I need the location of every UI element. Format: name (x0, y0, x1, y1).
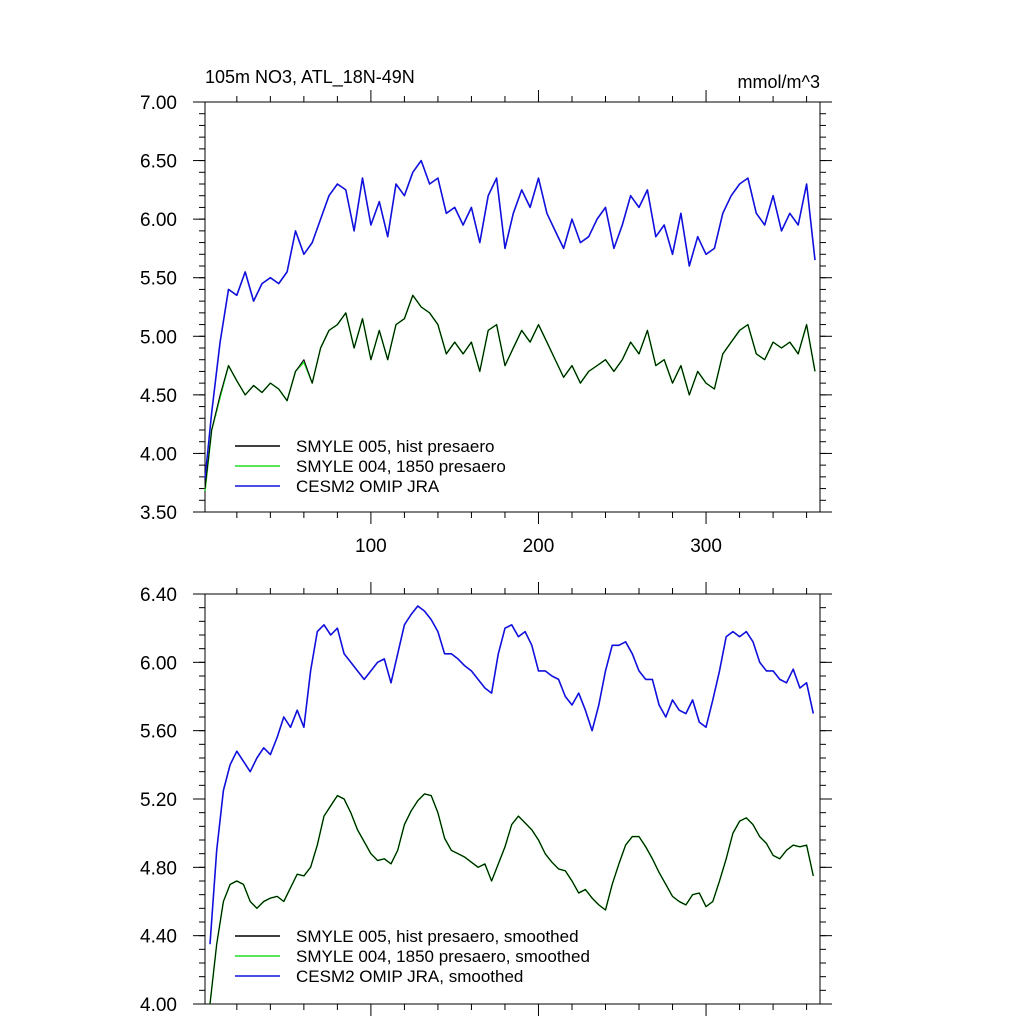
bottom-legend: SMYLE 005, hist presaero, smoothedSMYLE … (235, 927, 590, 986)
legend-label: SMYLE 004, 1850 presaero, smoothed (296, 947, 590, 966)
y-tick-label: 5.20 (140, 790, 177, 811)
top-panel: 105m NO3, ATL_18N-49N mmol/m^3 3.50 4.00 4… (140, 67, 832, 557)
y-tick-label: 7.00 (140, 93, 177, 114)
legend-label: SMYLE 005, hist presaero (296, 437, 494, 456)
y-tick-label: 6.50 (140, 152, 177, 173)
bottom-ticks: 4.00 4.40 4.80 5.20 5.60 6.00 6.40 (140, 582, 832, 1016)
top-chart-units: mmol/m^3 (738, 72, 820, 92)
top-chart-title: 105m NO3, ATL_18N-49N (205, 67, 415, 88)
legend-label: CESM2 OMIP JRA, smoothed (296, 967, 523, 986)
top-ticks: 3.50 4.00 4.50 5.00 5.50 6.00 6.50 7.00 100 200 30… (140, 90, 832, 557)
y-tick-label: 4.00 (140, 444, 177, 465)
y-tick-label: 6.40 (140, 585, 177, 606)
y-tick-label: 4.50 (140, 386, 177, 407)
top-plot-frame (204, 101, 821, 513)
y-tick-label: 6.00 (140, 210, 177, 231)
y-tick-label: 4.80 (140, 858, 177, 879)
bottom-panel: 4.00 4.40 4.80 5.20 5.60 6.00 6.40 SMYLE 005, … (140, 582, 832, 1016)
y-tick-label: 4.00 (140, 995, 177, 1016)
y-tick-label: 5.00 (140, 327, 177, 348)
y-tick-label: 4.40 (140, 927, 177, 948)
x-tick-label: 200 (523, 536, 555, 557)
series-line-cesm2-omip (204, 159, 816, 480)
series-line-cesm2-omip (209, 605, 815, 945)
series-line-smyle005 (204, 294, 816, 489)
legend-label: SMYLE 005, hist presaero, smoothed (296, 927, 579, 946)
x-tick-label: 100 (355, 536, 387, 557)
y-tick-label: 6.00 (140, 653, 177, 674)
series-line-smyle005 (209, 793, 814, 1005)
x-tick-label: 300 (690, 536, 722, 557)
bottom-series (209, 605, 815, 1005)
legend-label: SMYLE 004, 1850 presaero (296, 457, 506, 476)
y-tick-label: 5.60 (140, 722, 177, 743)
y-tick-label: 3.50 (140, 503, 177, 524)
top-series (204, 159, 816, 491)
y-tick-label: 5.50 (140, 269, 177, 290)
legend-label: CESM2 OMIP JRA (296, 477, 440, 496)
